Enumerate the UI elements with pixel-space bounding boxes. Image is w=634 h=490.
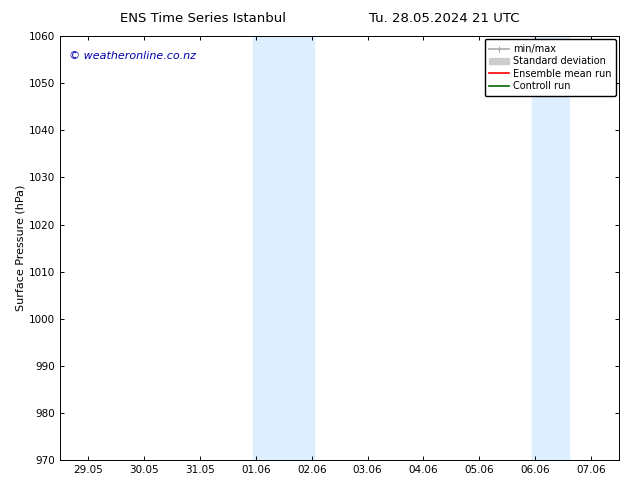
Text: Tu. 28.05.2024 21 UTC: Tu. 28.05.2024 21 UTC	[368, 12, 519, 25]
Text: © weatheronline.co.nz: © weatheronline.co.nz	[68, 51, 196, 61]
Legend: min/max, Standard deviation, Ensemble mean run, Controll run: min/max, Standard deviation, Ensemble me…	[484, 39, 616, 96]
Bar	[533, 36, 569, 460]
Bar	[253, 36, 314, 460]
Y-axis label: Surface Pressure (hPa): Surface Pressure (hPa)	[15, 185, 25, 311]
Text: ENS Time Series Istanbul: ENS Time Series Istanbul	[120, 12, 286, 25]
